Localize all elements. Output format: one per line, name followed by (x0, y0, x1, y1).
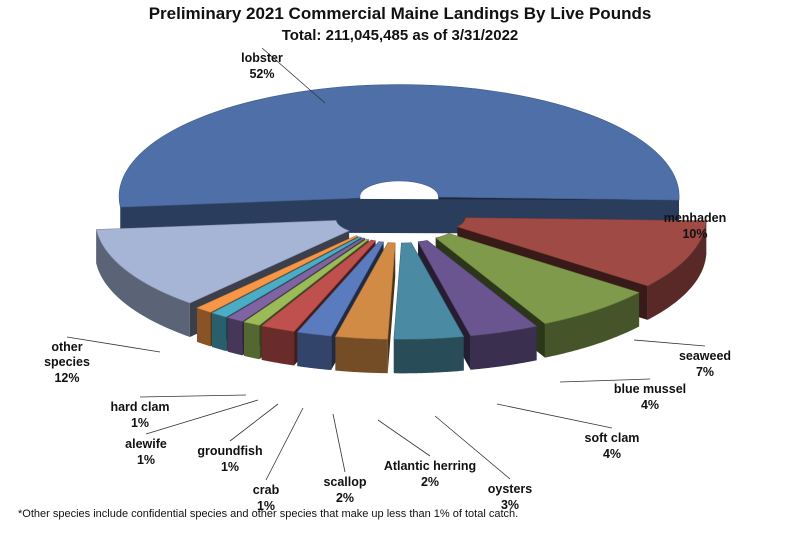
leader-line-blue-mussel (559, 378, 651, 383)
slice-label-soft-clam: soft clam 4% (585, 431, 640, 461)
slice-percent-hard-clam: 1% (131, 416, 149, 430)
slice-percent-menhaden: 10% (682, 227, 707, 241)
slice-percent-crab: 1% (257, 499, 275, 513)
slice-label-seaweed: seaweed 7% (679, 349, 731, 379)
leader-line-groundfish (229, 403, 279, 442)
slice-percent-other-species: 12% (54, 371, 79, 385)
slice-label-oysters: oysters 3% (488, 482, 533, 512)
slice-groundfish (226, 237, 366, 322)
slice-soft-clam (393, 242, 465, 340)
slice-blue-mussel (417, 240, 538, 337)
slice-percent-lobster: 52% (249, 67, 274, 81)
slice-atlantic-herring (296, 241, 385, 337)
slice-percent-scallop: 2% (336, 491, 354, 505)
slice-label-crab: crab 1% (253, 483, 280, 513)
slice-percent-blue-mussel: 4% (641, 398, 659, 412)
slice-percent-seaweed: 7% (696, 365, 714, 379)
slice-scallop (261, 239, 377, 332)
leader-line-atlantic-herring (377, 419, 431, 457)
leader-line-oysters (434, 415, 511, 480)
slice-label-menhaden: menhaden 10% (664, 211, 727, 241)
leader-line-other-species (66, 336, 161, 353)
slice-label-other-species: other species 12% (44, 340, 90, 385)
slice-lobster (118, 84, 680, 208)
slice-label-atlantic-herring: Atlantic herring 2% (384, 459, 476, 489)
slice-label-alewife: alewife 1% (125, 437, 167, 467)
slice-percent-alewife: 1% (137, 453, 155, 467)
slice-percent-atlantic-herring: 2% (421, 475, 439, 489)
chart-subtitle: Total: 211,045,485 as of 3/31/2022 (281, 27, 519, 44)
chart-footnote: *Other species include confidential spec… (18, 508, 519, 520)
slice-percent-oysters: 3% (501, 498, 519, 512)
slice-percent-soft-clam: 4% (603, 447, 621, 461)
slice-label-hard-clam: hard clam 1% (110, 400, 169, 430)
chart-title: Preliminary 2021 Commercial Maine Landin… (148, 4, 652, 23)
leader-line-lobster (261, 47, 326, 104)
leader-line-scallop (332, 413, 346, 473)
slice-oysters (334, 242, 396, 340)
slice-hard-clam (196, 235, 359, 313)
slice-label-blue-mussel: blue mussel 4% (614, 382, 686, 412)
slice-alewife (211, 236, 363, 318)
leader-line-soft-clam (496, 403, 613, 429)
slice-other-species (95, 220, 350, 304)
leader-line-alewife (145, 399, 259, 435)
leader-line-hard-clam (139, 394, 247, 398)
leader-line-crab (265, 407, 304, 481)
slice-seaweed (434, 233, 640, 324)
leader-line-seaweed (633, 339, 706, 347)
slice-label-scallop: scallop 2% (323, 475, 366, 505)
slice-menhaden (456, 217, 707, 287)
slice-crab (243, 238, 370, 326)
slice-percent-groundfish: 1% (221, 460, 239, 474)
slice-label-lobster: lobster 52% (241, 51, 283, 81)
slice-label-groundfish: groundfish 1% (197, 444, 262, 474)
